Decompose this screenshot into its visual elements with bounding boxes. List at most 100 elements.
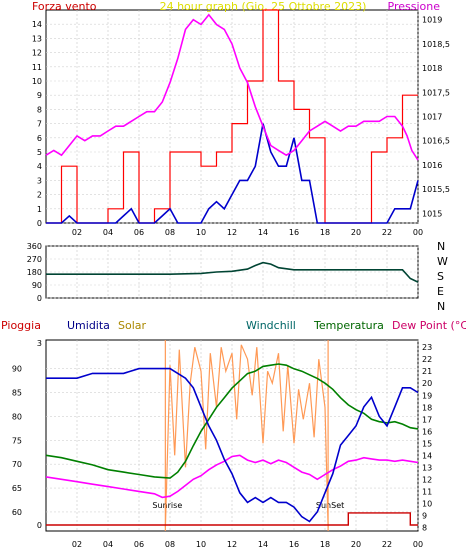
panel1-right-tick-label: 1018,5	[422, 40, 450, 49]
panel2-tick-label: 90	[32, 281, 42, 290]
panel1-x-tick-label: 20	[351, 228, 361, 237]
panel3-right-tick-label: 23	[422, 343, 432, 352]
panel3-x-tick-label: 20	[351, 540, 361, 549]
panel3-right-tick-label: 15	[422, 439, 432, 448]
panel2-tick-label: 360	[27, 242, 42, 251]
panel1-right-tick-label: 1017,5	[422, 88, 450, 97]
panel1-left-tick-label: 4	[37, 162, 42, 171]
panel3-right-tick-label: 17	[422, 415, 432, 424]
panel3-header-label: Temperatura	[313, 319, 384, 332]
panel3-annotation-sunset: SunSet	[316, 501, 344, 510]
panel1-left-tick-label: 8	[37, 105, 42, 114]
panel3-series-pioggia	[46, 512, 418, 526]
panel3-series-solar	[164, 344, 329, 528]
panel1-left-tick-label: 0	[37, 219, 42, 228]
panel1-right-tick-label: 1019	[422, 16, 442, 25]
panel1-x-tick-label: 04	[103, 228, 113, 237]
panel3-left-tick-label: 65	[12, 484, 22, 493]
panel2-direction-label: E	[437, 285, 444, 298]
panel2-direction-label: W	[437, 255, 448, 268]
panel1-x-tick-label: 16	[289, 228, 299, 237]
panel2-direction-label: N	[437, 300, 445, 313]
panel3-x-tick-label: 22	[382, 540, 392, 549]
panel2-tick-label: 0	[37, 294, 42, 303]
panel2-series-direzione	[46, 261, 419, 283]
panel3-right-tick-label: 19	[422, 391, 432, 400]
panel1-series-forza-vento	[46, 123, 419, 224]
panel1-x-tick-label: 10	[196, 228, 206, 237]
panel1-left-tick-label: 3	[37, 176, 42, 185]
panel2-tick-label: 270	[27, 255, 42, 264]
panel3-x-tick-label: 04	[103, 540, 113, 549]
panel1-left-tick-label: 7	[37, 120, 42, 129]
panel1-x-tick-label: 14	[258, 228, 268, 237]
panel1-left-tick-label: 6	[37, 134, 42, 143]
panel1-x-tick-label: 22	[382, 228, 392, 237]
panel3-left-tick-label: 85	[12, 389, 22, 398]
panel1-left-tick-label: 2	[37, 191, 42, 200]
panel3-left-tick-label: 70	[12, 460, 22, 469]
panel3-right-tick-label: 21	[422, 367, 432, 376]
panel1-right-tick-label: 1015	[422, 209, 442, 218]
panel3-annotation-sunrise: Sunrise	[152, 501, 182, 510]
panel3-x-tick-label: 06	[134, 540, 144, 549]
panel2-direction-label: S	[437, 270, 444, 283]
panel3-x-tick-label: 12	[227, 540, 237, 549]
panel1-left-tick-label: 10	[32, 77, 42, 86]
panel3-x-tick-label: 00	[413, 540, 423, 549]
panel3-x-tick-label: 18	[320, 540, 330, 549]
panel3-frame	[45, 339, 419, 532]
panel3-right-tick-label: 9	[422, 511, 427, 520]
panel3-right-tick-label: 22	[422, 355, 432, 364]
panel3-header-label: Solar	[118, 319, 147, 332]
panel2-tick-label: 180	[27, 268, 42, 277]
panel3-right-tick-label: 16	[422, 427, 432, 436]
panel3-right-tick-label: 10	[422, 499, 432, 508]
panel3-x-tick-label: 10	[196, 540, 206, 549]
panel3-left-tick-label: 80	[12, 412, 22, 421]
panel3-x-tick-label: 08	[165, 540, 175, 549]
panel3-series-umidita	[46, 367, 419, 523]
panel3-header-label: Umidita	[67, 319, 110, 332]
panel1-right-tick-label: 1016	[422, 161, 442, 170]
panel1-left-tick-label: 14	[32, 20, 42, 29]
panel1-x-tick-label: 12	[227, 228, 237, 237]
panel1-right-tick-label: 1016,5	[422, 137, 450, 146]
panel3-x-tick-label: 02	[72, 540, 82, 549]
panel3-right-tick-label: 18	[422, 403, 432, 412]
panel3-header-label: Dew Point (°C)	[392, 319, 466, 332]
panel1-x-tick-label: 02	[72, 228, 82, 237]
panel1-right-axis-label: Pressione	[388, 0, 441, 13]
panel3-series-temperatura	[45, 363, 419, 479]
panel3-x-tick-label: 14	[258, 540, 268, 549]
panel3-right-tick-label: 13	[422, 463, 432, 472]
panel3-left-tick-label: 90	[12, 365, 22, 374]
panel1-left-tick-label: 1	[37, 205, 42, 214]
panel3-right-tick-label: 11	[422, 487, 432, 496]
panel1-left-axis-label: Forza vento	[32, 0, 97, 13]
panel1-x-tick-label: 08	[165, 228, 175, 237]
panel2-direction-label: N	[437, 240, 445, 253]
panel3-rain-tick-label: 0	[37, 521, 42, 530]
panel1-left-tick-label: 12	[32, 49, 42, 58]
panel3-header-label: Pioggia	[1, 319, 41, 332]
panel1-right-tick-label: 1018	[422, 64, 442, 73]
panel1-right-tick-label: 1015,5	[422, 185, 450, 194]
panel3-left-tick-label: 75	[12, 436, 22, 445]
panel1-x-tick-label: 00	[413, 228, 423, 237]
panel3-rain-tick-label: 3	[37, 339, 42, 348]
panel3-right-tick-label: 20	[422, 379, 432, 388]
panel1-series-pressione	[45, 13, 419, 161]
panel1-title: 24 hour graph (Gio, 25 Ottobre 2023)	[160, 0, 367, 13]
panel1-left-tick-label: 5	[37, 148, 42, 157]
panel1-left-tick-label: 9	[37, 91, 42, 100]
panel3-series-dew-point	[45, 454, 419, 499]
panel1-x-tick-label: 18	[320, 228, 330, 237]
panel1-x-tick-label: 06	[134, 228, 144, 237]
panel1-left-tick-label: 13	[32, 34, 42, 43]
panel3-left-tick-label: 60	[12, 508, 22, 517]
panel1-right-tick-label: 1017	[422, 113, 442, 122]
panel3-right-tick-label: 14	[422, 451, 432, 460]
